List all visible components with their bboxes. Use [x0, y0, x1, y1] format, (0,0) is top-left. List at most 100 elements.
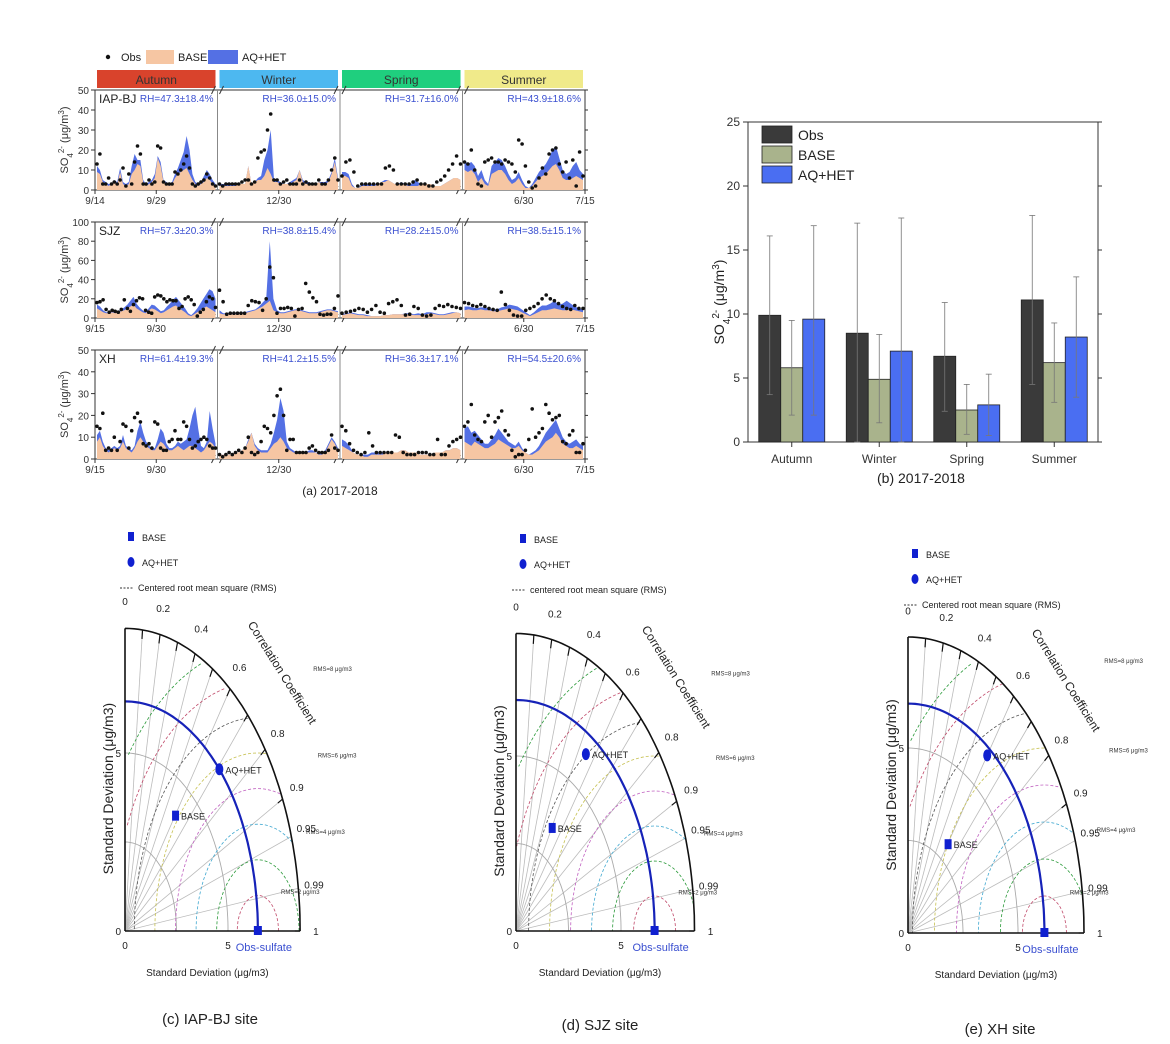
obs-point [240, 180, 244, 184]
axis-break-mark [456, 217, 461, 227]
obs-point [348, 309, 353, 314]
legend-obs-label: Obs [121, 52, 142, 64]
point-label: BASE [181, 812, 205, 822]
obs-point [278, 387, 283, 392]
obs-point [260, 308, 265, 313]
obs-point [374, 303, 378, 308]
corr-tick-label: 0 [513, 603, 519, 614]
y-tick-label: 0 [83, 455, 89, 466]
obs-point [516, 452, 521, 457]
obs-point [511, 313, 516, 317]
obs-point [550, 418, 555, 422]
corr-tick-label: 0.6 [233, 663, 247, 674]
y-tick-label: 10 [78, 166, 90, 177]
obs-point [317, 178, 321, 182]
corr-tick-label: 0.8 [665, 732, 679, 743]
obs-point [228, 311, 233, 316]
obs-point [369, 307, 374, 312]
corr-tick [158, 634, 161, 644]
obs-point [318, 312, 322, 317]
obs-point [367, 182, 372, 186]
obs-point [489, 435, 494, 440]
x-tick-label: 0 [122, 941, 128, 952]
corr-tick-label: 1 [1097, 929, 1103, 940]
obs-point [155, 422, 160, 426]
obs-point [423, 182, 427, 186]
obs-point [431, 184, 435, 188]
aqhet-area [219, 241, 338, 318]
obs-point [536, 301, 540, 306]
base-point [944, 839, 952, 850]
obs-point [557, 413, 562, 418]
obs-point [424, 450, 428, 455]
corr-tick-label: 0.2 [156, 604, 170, 615]
site-panel-sjz: 0 20 40 60 80 100 SO42- (μg/m3) RH=57.3±20.3% RH… [57, 217, 595, 335]
obs-point [116, 310, 121, 315]
obs-point [297, 450, 302, 455]
obs-point [193, 444, 198, 448]
caption-e: (e) XH site [965, 1021, 1036, 1038]
obs-point [323, 450, 328, 455]
obs-point [469, 402, 474, 407]
obs-point [357, 306, 361, 311]
legend-aqhet-label: AQ+HET [534, 560, 571, 570]
obs-point [450, 162, 455, 166]
obs-point [95, 162, 99, 166]
legend-aqhet-swatch [208, 50, 238, 64]
obs-point [378, 450, 383, 455]
obs-point [115, 448, 119, 453]
corr-tick-label: 0.95 [691, 826, 711, 837]
obs-point [135, 144, 140, 148]
obs-point [499, 290, 504, 294]
obs-point [352, 308, 357, 313]
obs-point [462, 300, 467, 305]
point-label: AQ+HET [225, 765, 262, 775]
obs-point [170, 437, 174, 442]
obs-point [296, 307, 301, 312]
obs-point [300, 306, 304, 311]
rms-arc [934, 747, 1045, 934]
obs-point [124, 424, 128, 429]
obs-point [190, 446, 195, 450]
corr-tick [243, 714, 249, 722]
x-tick-label: 6/30 [514, 465, 534, 476]
obs-point [321, 313, 326, 317]
obs-point [519, 314, 524, 318]
obs-point [106, 176, 111, 180]
obs-point [119, 307, 124, 312]
obs-point [420, 313, 425, 317]
obs-point [162, 297, 166, 301]
y-tick-label: 40 [78, 368, 90, 379]
obs-point [386, 450, 390, 455]
x-tick-label: 7/15 [575, 196, 595, 207]
obs-point [544, 293, 548, 297]
aqhet-point [581, 748, 590, 761]
obs-point [268, 265, 272, 269]
obs-point [131, 302, 136, 307]
obs-point [210, 182, 215, 186]
legend-aqhet-marker [519, 559, 527, 569]
obs-point [495, 308, 500, 313]
season-label: Winter [261, 73, 296, 87]
obs-point [503, 428, 507, 433]
obs-point [325, 312, 330, 317]
obs-point [213, 305, 218, 310]
obs-point [523, 448, 528, 453]
obs-point [389, 450, 394, 455]
x-tick-label: 5 [1015, 943, 1021, 954]
obs-point [329, 168, 334, 172]
obs-point [167, 182, 172, 186]
corr-tick [924, 638, 927, 648]
y-tick-label: 25 [727, 115, 741, 129]
correlation-axis-title: Correlation Coefficient [245, 619, 320, 727]
obs-sulfate-marker [650, 926, 659, 935]
obs-point [217, 452, 222, 457]
obs-point [491, 307, 495, 312]
obs-point [249, 182, 254, 186]
obs-point [450, 304, 454, 309]
rms-label: RMS=2 μg/m3 [678, 890, 717, 896]
obs-point [307, 446, 312, 450]
x-tick-label: 9/29 [147, 196, 167, 207]
axis-break-mark [341, 85, 347, 95]
y-tick-label: 5 [733, 371, 740, 385]
